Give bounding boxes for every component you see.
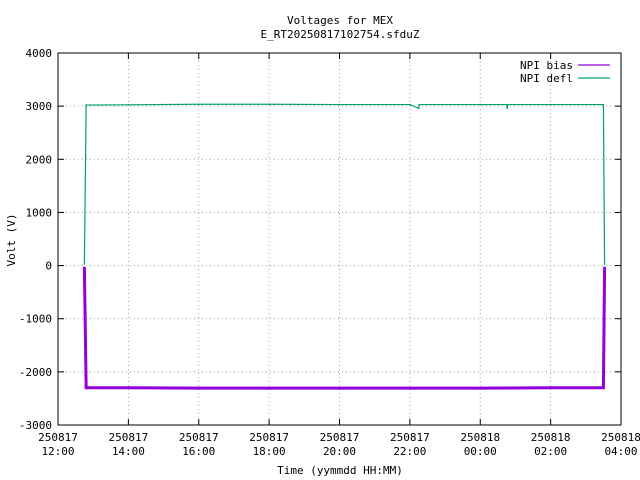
x-tick-time-label: 14:00 <box>112 445 145 458</box>
x-tick-date-label: 250818 <box>460 431 500 444</box>
x-tick-date-label: 250817 <box>38 431 78 444</box>
chart-subtitle: E_RT20250817102754.sfduZ <box>261 28 420 41</box>
data-point <box>418 103 421 106</box>
x-tick-date-label: 250817 <box>320 431 360 444</box>
x-tick-time-label: 02:00 <box>534 445 567 458</box>
grid-layer <box>58 53 621 425</box>
y-tick-label: 2000 <box>26 153 53 166</box>
data-point <box>479 387 482 389</box>
ticks-layer: -3000-2000-10000100020003000400025081712… <box>19 47 640 458</box>
data-point <box>602 103 605 106</box>
y-tick-label: 0 <box>45 260 52 273</box>
data-point <box>83 263 86 265</box>
data-point <box>338 103 341 106</box>
data-point <box>603 266 606 268</box>
series-layer <box>82 103 607 390</box>
legend-label: NPI defl <box>520 72 573 85</box>
x-tick-date-label: 250817 <box>249 431 289 444</box>
data-point <box>409 103 411 106</box>
data-point <box>85 104 87 106</box>
y-tick-label: -1000 <box>19 313 52 326</box>
x-tick-date-label: 250817 <box>390 431 430 444</box>
data-point <box>603 263 606 265</box>
data-point <box>197 103 200 106</box>
data-point <box>197 387 200 389</box>
y-tick-label: 3000 <box>26 100 53 113</box>
x-axis-label: Time (yymmdd HH:MM) <box>277 464 403 477</box>
data-point <box>602 387 605 389</box>
legend-label: NPI bias <box>520 59 573 72</box>
x-tick-time-label: 18:00 <box>253 445 286 458</box>
data-point <box>127 387 130 389</box>
data-point <box>127 104 130 106</box>
data-point <box>507 103 509 106</box>
y-tick-label: 4000 <box>26 47 53 60</box>
x-tick-time-label: 16:00 <box>182 445 215 458</box>
x-tick-date-label: 250818 <box>601 431 640 444</box>
y-axis-label: Volt (V) <box>5 214 18 267</box>
x-tick-time-label: 20:00 <box>323 445 356 458</box>
y-tick-label: -2000 <box>19 366 52 379</box>
data-point <box>506 107 509 110</box>
series-line-1 <box>83 103 606 264</box>
x-tick-time-label: 00:00 <box>464 445 497 458</box>
x-tick-date-label: 250818 <box>531 431 571 444</box>
chart-title: Voltages for MEX <box>287 14 393 27</box>
series-line-0 <box>82 267 607 390</box>
data-point <box>505 103 508 106</box>
x-tick-time-label: 04:00 <box>604 445 637 458</box>
data-point <box>83 266 86 268</box>
data-point <box>268 103 270 106</box>
data-point <box>338 387 341 389</box>
data-point <box>409 387 411 389</box>
x-tick-date-label: 250817 <box>179 431 219 444</box>
x-tick-date-label: 250817 <box>109 431 149 444</box>
data-point <box>85 387 87 389</box>
data-point <box>268 387 270 389</box>
x-tick-time-label: 12:00 <box>41 445 74 458</box>
data-point <box>417 107 420 110</box>
data-point <box>549 387 552 389</box>
y-tick-label: -3000 <box>19 419 52 432</box>
data-point <box>479 103 482 106</box>
y-tick-label: 1000 <box>26 206 53 219</box>
x-tick-time-label: 22:00 <box>393 445 426 458</box>
